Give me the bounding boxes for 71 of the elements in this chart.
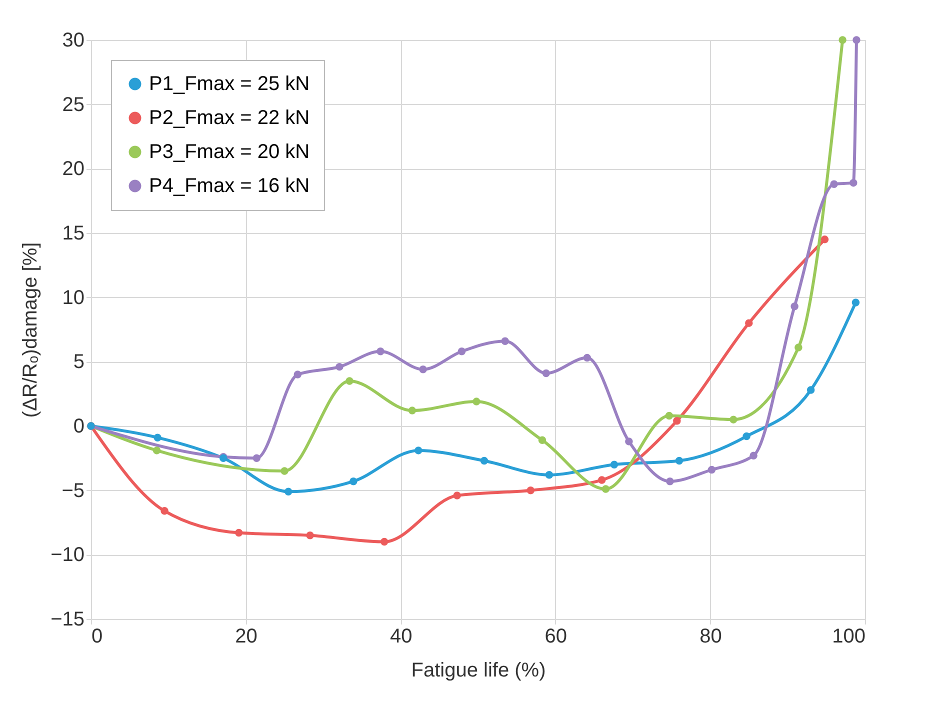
y-tick-label: 5: [73, 351, 84, 374]
y-tick-label: 10: [62, 286, 84, 309]
point: [542, 369, 550, 378]
y-tick-label: −15: [50, 608, 84, 630]
point: [750, 452, 758, 460]
point: [458, 348, 466, 356]
point: [376, 348, 384, 356]
x-tick-label: 0: [92, 626, 103, 648]
point: [665, 412, 674, 420]
point: [234, 528, 243, 537]
point: [380, 538, 388, 546]
point: [850, 178, 858, 187]
legend-label: P1_Fmax = 25 kN: [149, 73, 310, 95]
point: [346, 377, 354, 385]
y-tick-label: 15: [62, 222, 84, 244]
point: [673, 416, 681, 425]
point: [545, 471, 554, 479]
point: [252, 454, 261, 462]
x-tick-label: 60: [544, 626, 568, 648]
x-tick-label: 100: [832, 626, 866, 648]
x-tick-label: 20: [235, 626, 258, 648]
point: [408, 406, 416, 414]
point: [160, 507, 168, 515]
point: [852, 298, 860, 306]
point: [284, 488, 292, 496]
point: [838, 36, 846, 44]
point: [501, 337, 509, 345]
point: [526, 486, 535, 494]
point: [666, 477, 674, 486]
y-tick-label: −5: [62, 480, 84, 502]
x-axis-title: Fatigue life (%): [411, 660, 546, 682]
legend-label: P4_Fmax = 16 kN: [149, 175, 310, 197]
point: [419, 366, 427, 374]
legend-label: P3_Fmax = 20 kN: [149, 141, 310, 163]
point: [730, 416, 738, 424]
y-tick-label: −10: [50, 544, 84, 566]
point: [538, 436, 546, 444]
point: [806, 386, 815, 394]
point: [790, 302, 798, 310]
point: [152, 446, 161, 454]
legend-label: P2_Fmax = 22 kN: [149, 107, 310, 129]
point: [610, 460, 618, 468]
point: [472, 398, 480, 406]
point: [598, 476, 606, 484]
x-tick-label: 80: [700, 626, 722, 648]
point: [830, 180, 838, 188]
y-tick-label: 0: [73, 416, 84, 438]
point: [708, 466, 716, 474]
point: [414, 446, 422, 454]
point: [480, 456, 488, 465]
point: [280, 467, 288, 475]
point: [294, 370, 302, 378]
point: [336, 362, 344, 371]
point: [820, 236, 829, 244]
point: [350, 477, 358, 486]
point: [745, 319, 753, 327]
y-tick-label: 30: [62, 30, 84, 52]
x-tick-label: 40: [390, 626, 412, 648]
y-tick-label: 20: [62, 158, 84, 180]
point: [583, 354, 592, 362]
point: [602, 485, 610, 493]
point: [453, 492, 461, 500]
y-tick-label: 25: [62, 94, 84, 116]
point: [794, 344, 802, 352]
point: [306, 532, 314, 540]
point: [154, 434, 162, 442]
point: [852, 36, 860, 44]
point: [742, 432, 750, 440]
y-axis-title: (ΔR/Rₒ)damage [%]: [20, 242, 42, 418]
point: [675, 456, 684, 465]
point: [625, 438, 633, 446]
